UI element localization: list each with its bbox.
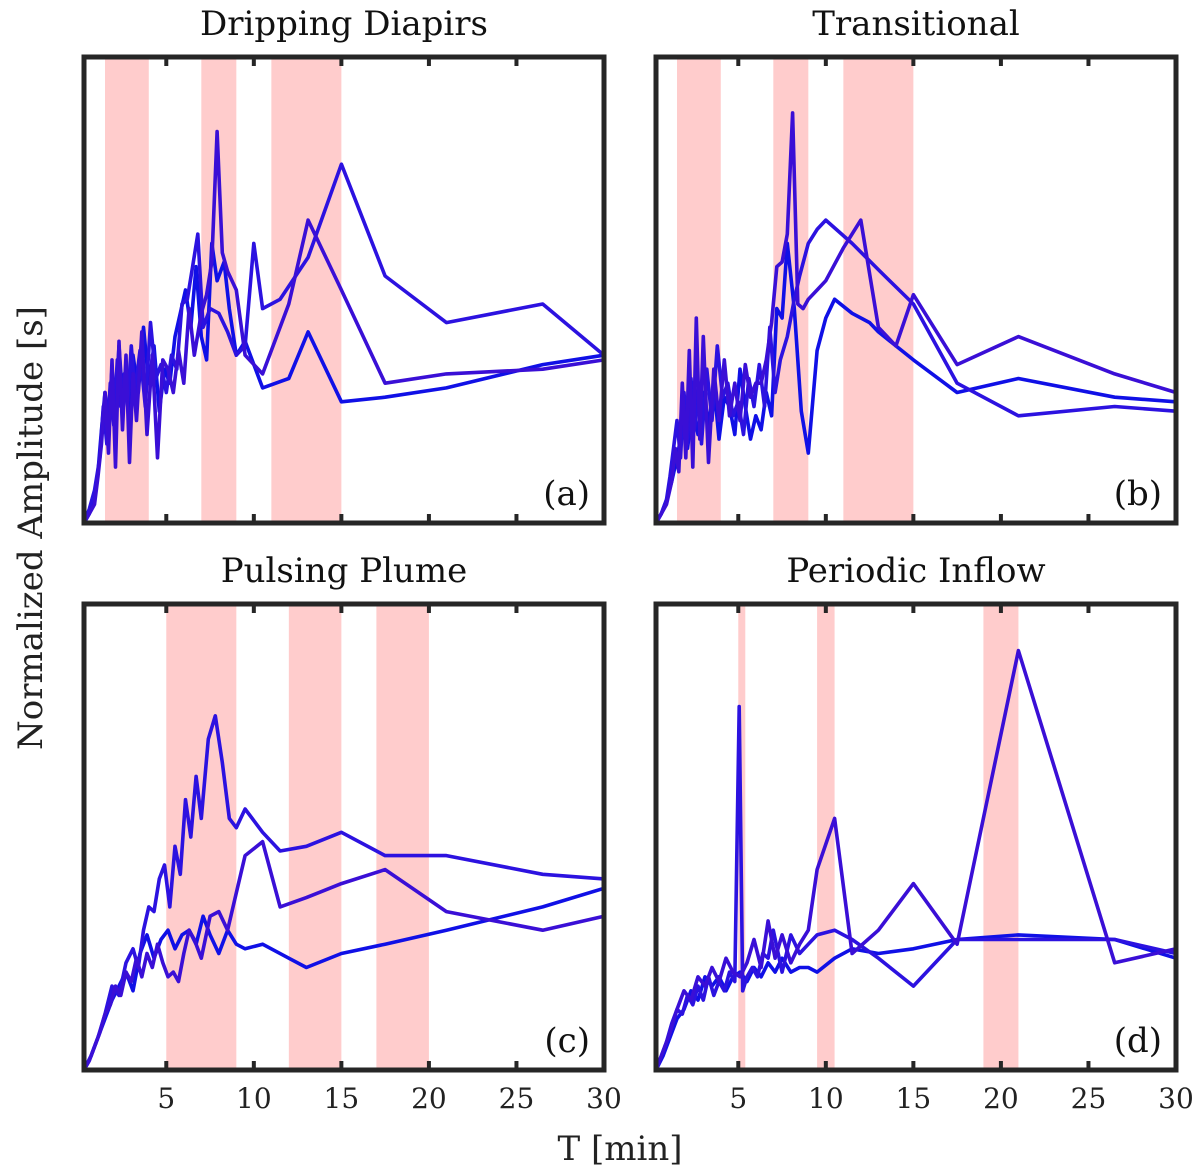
series-line [82, 162, 606, 525]
x-tick-label: 5 [729, 1082, 747, 1115]
axes-frame [81, 601, 607, 1073]
shaded-band [817, 604, 835, 1070]
series-line [654, 111, 1178, 525]
panel-label: (a) [543, 474, 590, 514]
x-tick-label: 25 [499, 1082, 535, 1115]
y-axis-label: Normalized Amplitude [s] [11, 306, 51, 750]
panel-label: (d) [1114, 1021, 1162, 1061]
x-tick-label: 20 [411, 1082, 447, 1115]
panel-d: 5 10 15 20 25 30 Periodic Inflow (d) [653, 551, 1194, 1115]
panel-title: Periodic Inflow [786, 551, 1045, 591]
x-axis-label: T [min] [557, 1129, 682, 1169]
shaded-band [677, 57, 721, 523]
x-tick-label: 10 [808, 1082, 844, 1115]
series-line [654, 933, 1178, 1072]
series-line [82, 129, 606, 525]
x-tick-label: 5 [157, 1082, 175, 1115]
shaded-band [166, 604, 237, 1070]
panel-c: 5 10 15 20 25 30 Pulsing Plume (c) [81, 551, 622, 1115]
shaded-band [105, 57, 149, 523]
shaded-band [843, 57, 914, 523]
axes-frame [653, 54, 1179, 526]
x-tick-label: 15 [896, 1082, 932, 1115]
axes-frame [81, 54, 607, 526]
x-tick-label: 25 [1071, 1082, 1107, 1115]
series-line [82, 839, 606, 1072]
panel-title: Pulsing Plume [221, 551, 467, 591]
shaded-band [271, 57, 342, 523]
series-line [82, 886, 606, 1072]
series-line [654, 218, 1178, 525]
panel-title: Transitional [812, 4, 1019, 44]
x-tick-label: 30 [586, 1082, 622, 1115]
panel-b: Transitional (b) [653, 4, 1179, 526]
panel-a: Dripping Diapirs (a) [81, 4, 607, 526]
series-line [654, 648, 1178, 1072]
x-tick-label: 30 [1158, 1082, 1194, 1115]
panel-title: Dripping Diapirs [200, 4, 488, 44]
shaded-band [376, 604, 429, 1070]
panel-label: (b) [1114, 474, 1162, 514]
x-tick-label: 10 [236, 1082, 272, 1115]
x-tick-label: 15 [324, 1082, 360, 1115]
series-line [82, 713, 606, 1072]
panel-label: (c) [544, 1021, 590, 1061]
axes-frame [653, 601, 1179, 1073]
x-tick-label: 20 [983, 1082, 1019, 1115]
